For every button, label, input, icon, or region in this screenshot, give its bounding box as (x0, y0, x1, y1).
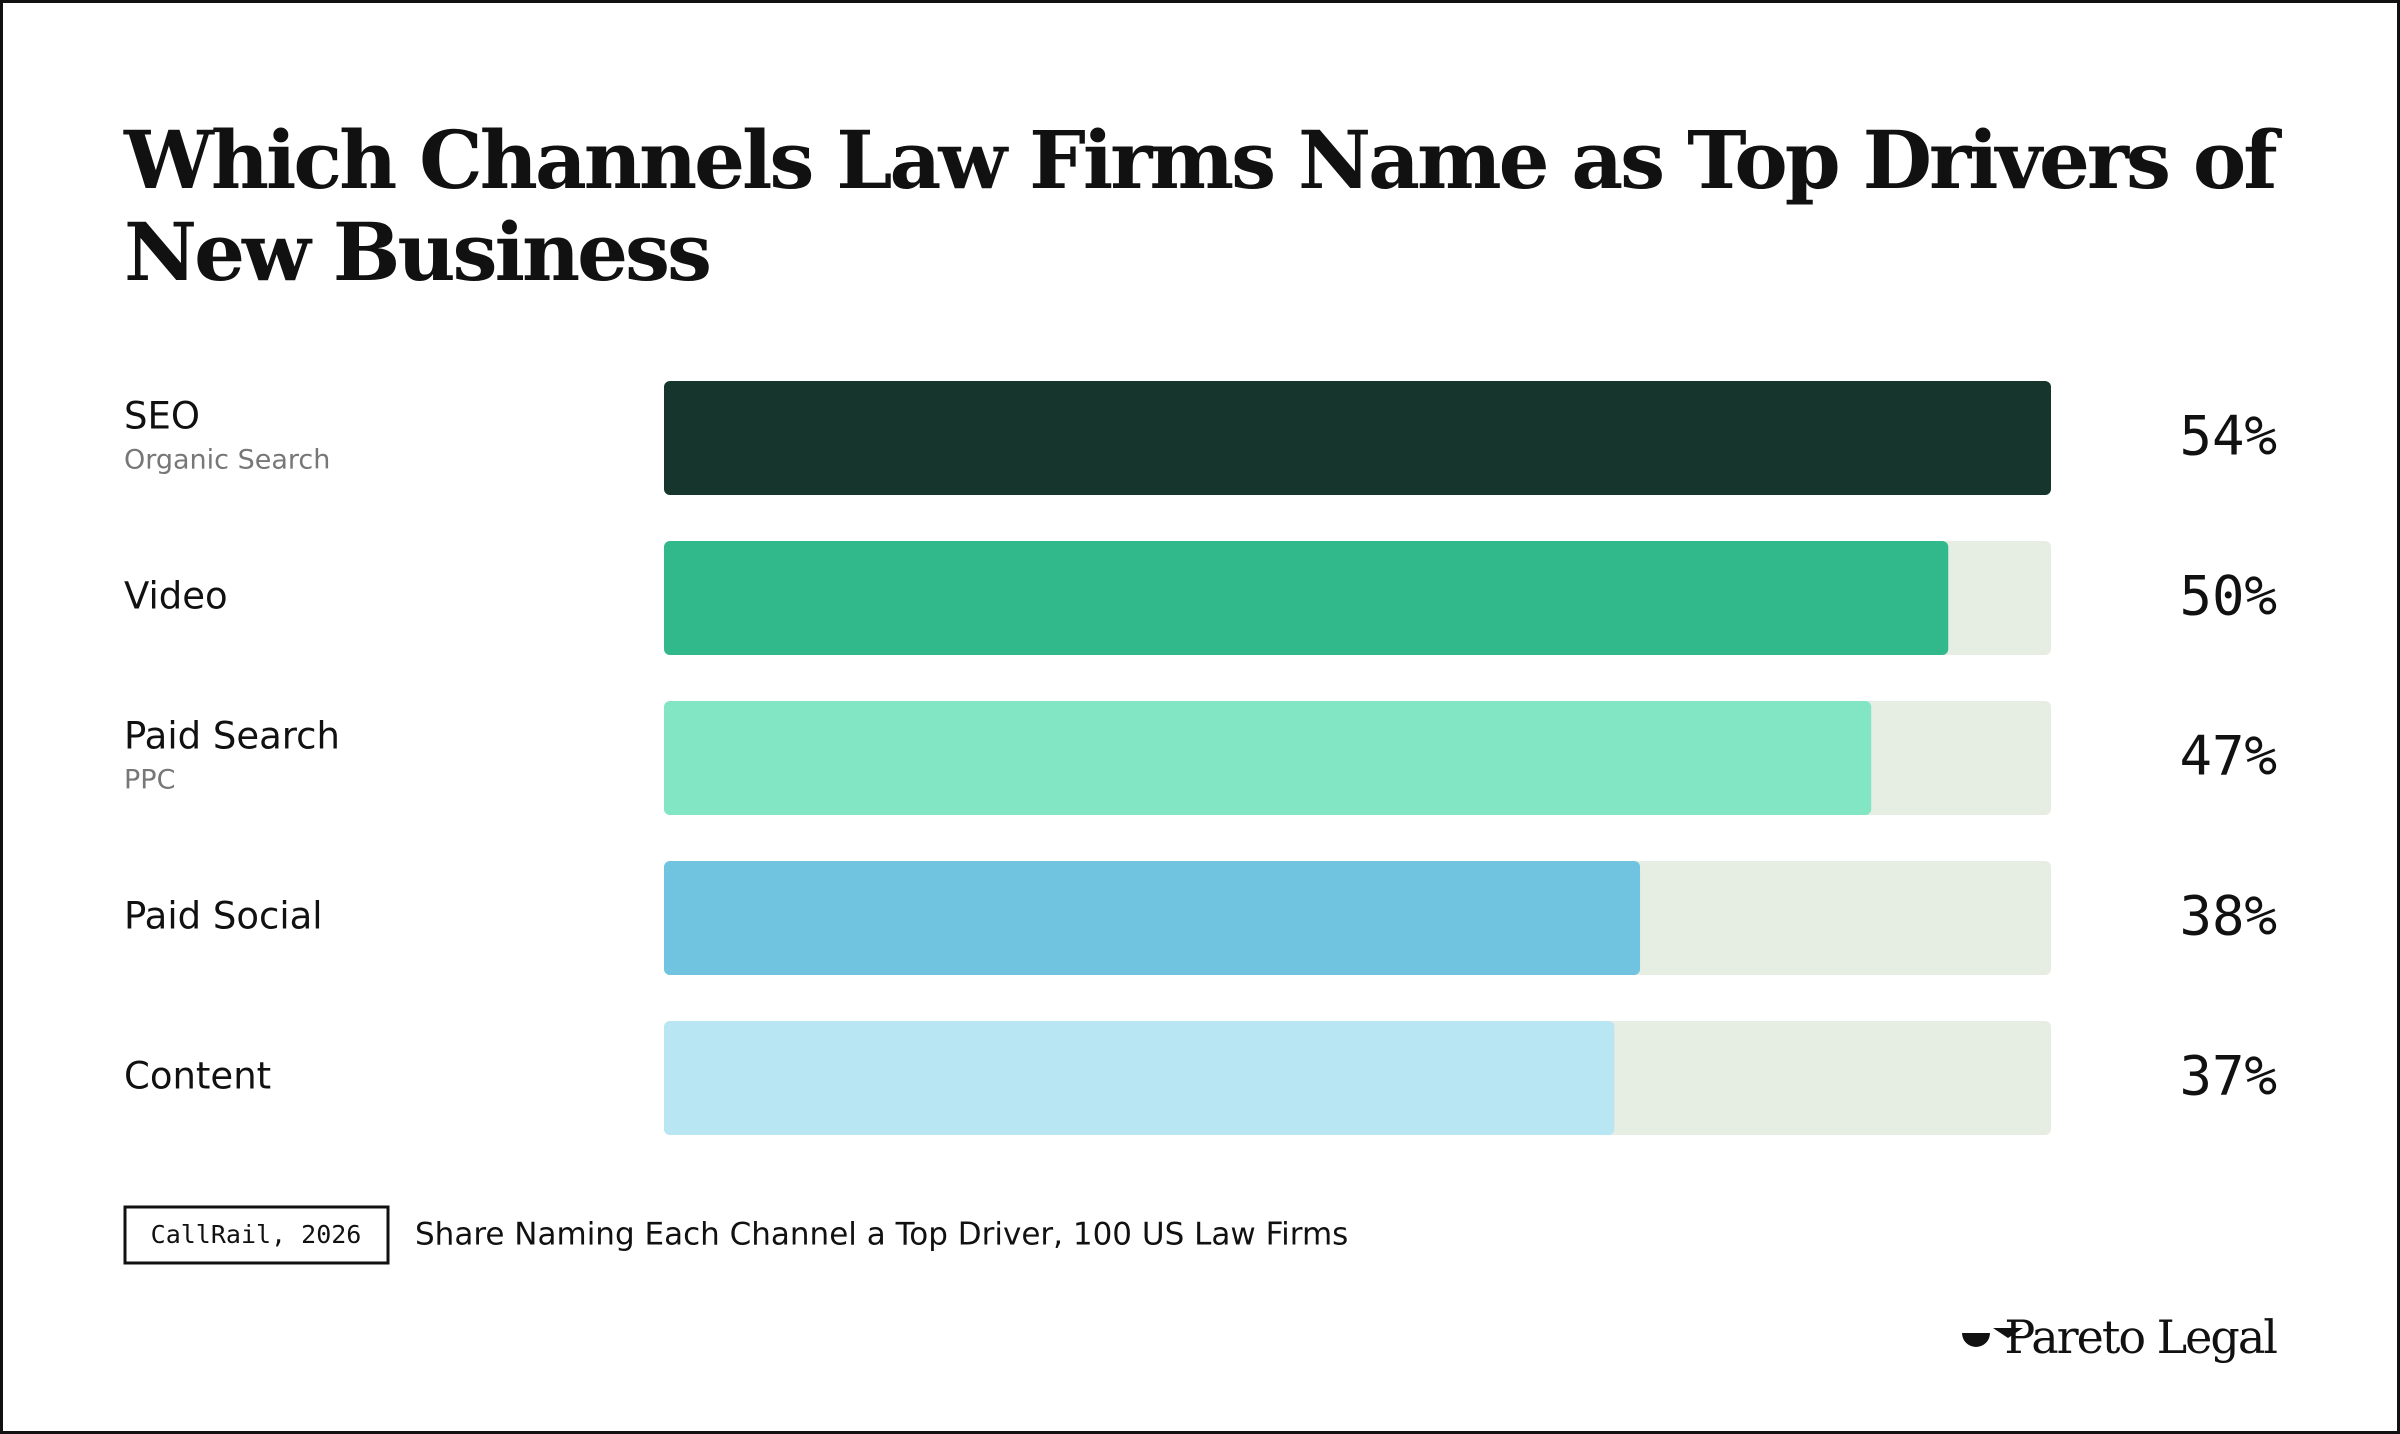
value-label: 50% (2179, 565, 2277, 628)
category-sublabel: PPC (124, 765, 175, 796)
chart-title: Which Channels Law Firms Name as Top Dri… (123, 113, 2282, 299)
value-label: 47% (2179, 725, 2277, 788)
brand-logo (1962, 1328, 2023, 1347)
category-sublabel: Organic Search (124, 445, 330, 476)
category-label: Video (124, 575, 228, 618)
value-label: 54% (2179, 405, 2277, 468)
bar (664, 1021, 1615, 1135)
source-box (123, 1205, 390, 1265)
source: CallRail, 2026 (151, 1220, 362, 1249)
bar (664, 861, 1641, 975)
brand: Pareto Legal (2004, 1310, 2277, 1364)
category-label: SEO (124, 395, 200, 438)
value-label: 38% (2179, 885, 2277, 948)
bar (664, 541, 1949, 655)
value-label: 37% (2179, 1045, 2277, 1108)
category-label: Paid Search (124, 715, 340, 758)
bar (664, 381, 2051, 495)
category-label: Content (124, 1055, 271, 1098)
bar (664, 701, 1872, 815)
caption: Share Naming Each Channel a Top Driver, … (415, 1217, 1348, 1253)
category-label: Paid Social (124, 895, 323, 938)
